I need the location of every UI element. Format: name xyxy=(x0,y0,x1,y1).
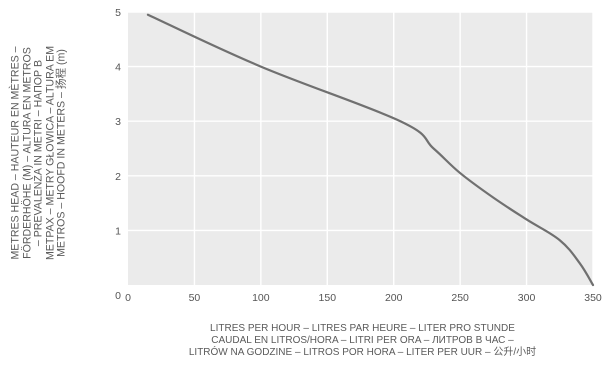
y-tick-label-1: 1 xyxy=(115,225,121,237)
x-axis-label-line-1: LITRES PER HOUR – LITRES PAR HEURE – LIT… xyxy=(210,323,515,334)
series-line-0 xyxy=(146,13,595,287)
x-tick-label-3: 150 xyxy=(319,292,337,304)
y-axis-label-line-5: METROS – HOOFD IN METERS – 扬程 (m) xyxy=(55,49,68,257)
y-axis-label-line-1: METRES HEAD – HAUTEUR EN MÈTRES – xyxy=(9,46,22,260)
y-tick-label-2: 2 xyxy=(115,171,121,183)
plot-background xyxy=(128,12,593,285)
x-tick-label-6: 300 xyxy=(518,292,536,304)
x-axis-label-line-2: CAUDAL EN LITROS/HORA – LITRI PER ORA – … xyxy=(211,335,514,346)
y-tick-label-0: 0 xyxy=(115,290,121,302)
x-tick-label-5: 250 xyxy=(451,292,469,304)
y-axis-label: METRES HEAD – HAUTEUR EN MÈTRES – FÖRDER… xyxy=(9,8,68,298)
x-axis-label-line-3: LITRÓW NA GODZINE – LITROS POR HORA – LI… xyxy=(188,347,537,358)
x-tick-label-0: 0 xyxy=(125,292,131,304)
y-axis-label-line-3: – PREVALENZA IN METRI – НАПОР В xyxy=(32,59,45,247)
y-axis-label-container: METRES HEAD – HAUTEUR EN MÈTRES – FÖRDER… xyxy=(0,8,78,298)
x-tick-label-1: 50 xyxy=(189,292,201,304)
y-tick-label-5: 5 xyxy=(115,7,121,19)
plot-area: 0 50 100 150 200 250 300 350 0 1 2 3 4 5 xyxy=(115,7,602,304)
y-tick-label-4: 4 xyxy=(115,62,121,74)
x-tick-label-7: 350 xyxy=(584,292,602,304)
y-tick-label-3: 3 xyxy=(115,116,121,128)
x-tick-label-4: 200 xyxy=(385,292,403,304)
x-tick-label-2: 100 xyxy=(252,292,270,304)
x-axis-label: LITRES PER HOUR – LITRES PAR HEURE – LIT… xyxy=(130,323,595,359)
